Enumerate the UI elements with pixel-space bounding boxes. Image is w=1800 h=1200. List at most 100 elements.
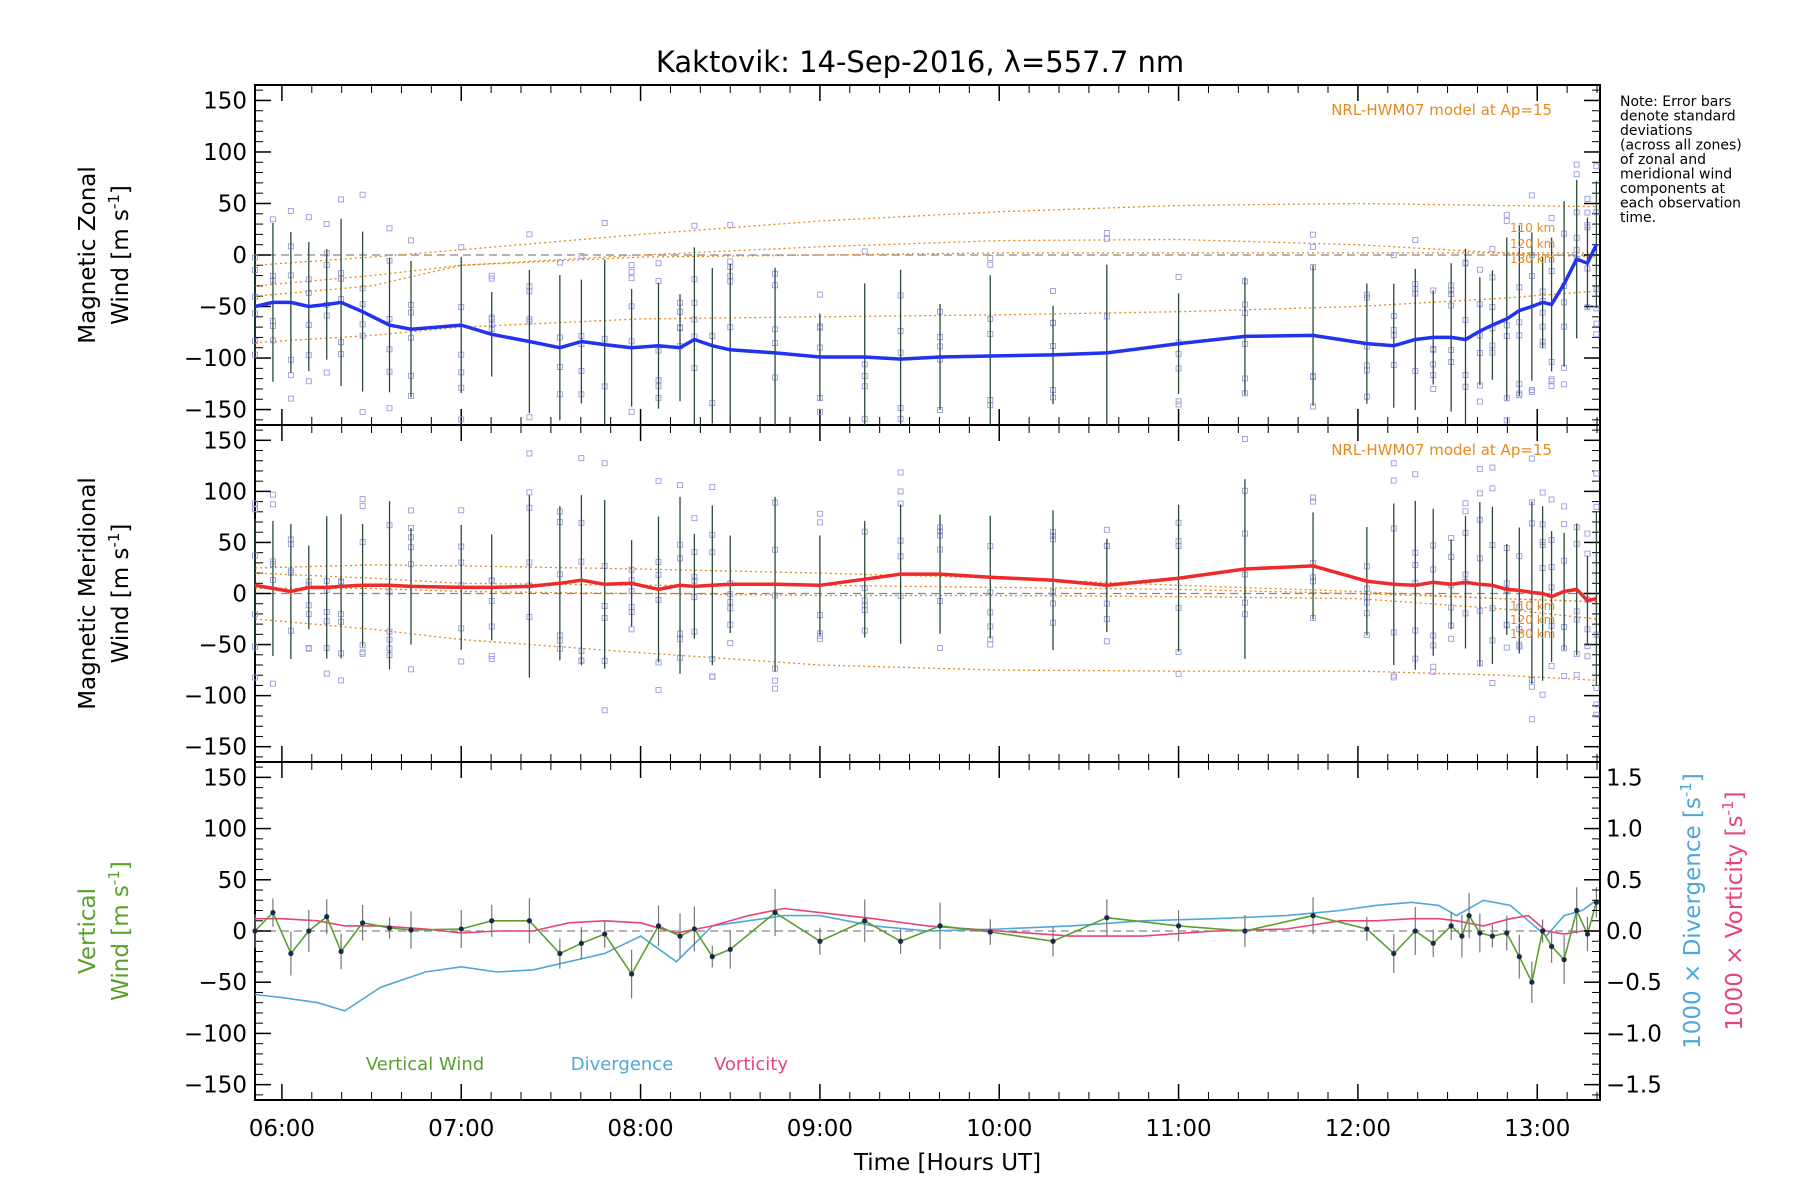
- right-tick-label: −1.5: [1606, 1073, 1662, 1099]
- zone-sample-marker: [305, 378, 312, 385]
- zone-sample-marker: [1573, 671, 1580, 678]
- y-tick-label: 150: [203, 428, 247, 454]
- vertical-wind-point: [1584, 931, 1591, 937]
- panels: 150 100 50 0 −50 −100 −150 150 100 50 0 −50 −100 −150…: [75, 84, 1748, 1176]
- vertical-wind-point: [578, 940, 584, 946]
- vertical-wind-point: [677, 933, 683, 939]
- zone-sample-marker: [1548, 376, 1555, 383]
- zone-sample-marker: [1310, 498, 1317, 505]
- vertical-wind-point: [306, 928, 312, 934]
- zone-sample-marker: [1548, 214, 1555, 221]
- vorticity-line: [255, 907, 1597, 937]
- vertical-wind-point: [602, 931, 608, 937]
- x-tick-label: 13:00: [1504, 1116, 1570, 1142]
- zone-sample-marker: [727, 221, 734, 228]
- y-tick-label: 150: [203, 765, 247, 791]
- zone-sample-marker: [1593, 320, 1600, 327]
- vertical-wind-point: [1430, 940, 1436, 946]
- vertical-wind-point: [1412, 928, 1418, 934]
- chart-title: Kaktovik: 14-Sep-2016, λ=557.7 nm: [656, 45, 1184, 79]
- zone-sample-marker: [1528, 389, 1535, 395]
- zone-sample-marker: [1430, 386, 1437, 392]
- altitude-label: 130 km: [1510, 627, 1555, 641]
- vertical-wind-point: [288, 950, 294, 957]
- x-tick-label: 06:00: [249, 1116, 315, 1142]
- zone-sample-marker: [1103, 638, 1110, 645]
- model-line: [255, 587, 1597, 620]
- zone-sample-marker: [655, 478, 662, 485]
- zone-sample-marker: [987, 261, 994, 268]
- zone-sample-marker: [1593, 503, 1600, 510]
- zone-sample-marker: [1489, 680, 1496, 686]
- zone-sample-marker: [772, 677, 779, 684]
- vertical-wind-point: [1050, 938, 1056, 944]
- zone-sample-marker: [628, 408, 635, 415]
- vertical-wind-point: [526, 918, 532, 924]
- zone-sample-marker: [526, 231, 533, 238]
- vertical-wind-point: [1477, 930, 1483, 936]
- zone-sample-marker: [1462, 508, 1469, 515]
- zone-sample-marker: [305, 214, 312, 221]
- zone-sample-marker: [458, 244, 465, 251]
- zone-sample-marker: [1573, 171, 1580, 178]
- zone-sample-marker: [1548, 663, 1555, 669]
- zone-sample-marker: [987, 255, 994, 261]
- zone-sample-marker: [1528, 683, 1535, 690]
- zone-sample-marker: [816, 291, 823, 298]
- zone-sample-marker: [727, 640, 734, 647]
- zone-sample-marker: [1548, 378, 1555, 385]
- note-line: each observation: [1620, 196, 1741, 212]
- vertical-wind-point: [408, 927, 414, 933]
- zone-sample-marker: [655, 260, 662, 267]
- vorticity-axis-label: 1000 × Vorticity [s-1]: [1719, 791, 1748, 1030]
- zone-sample-marker: [1561, 521, 1568, 528]
- zone-sample-marker: [1503, 211, 1510, 218]
- zone-sample-marker: [1412, 237, 1419, 244]
- zone-sample-marker: [408, 237, 414, 244]
- y-tick-label: −150: [184, 398, 247, 424]
- zone-sample-marker: [1476, 398, 1483, 405]
- y-tick-label: −50: [198, 970, 247, 996]
- y-tick-label: 100: [203, 479, 247, 505]
- right-tick-label: 1.0: [1606, 817, 1643, 843]
- vertical-wind-point: [1448, 923, 1454, 929]
- zone-sample-marker: [1175, 670, 1182, 677]
- y-axis-label-line1: Magnetic Zonal: [75, 166, 101, 344]
- vertical-wind-point: [862, 918, 868, 924]
- legend-entry: Vorticity: [714, 1054, 788, 1075]
- vertical-wind-point: [360, 920, 366, 926]
- zone-sample-marker: [1310, 494, 1317, 501]
- zone-sample-marker: [816, 635, 823, 642]
- zone-sample-marker: [359, 650, 366, 657]
- vertical-wind-point: [1242, 928, 1248, 934]
- zone-sample-marker: [1593, 163, 1600, 170]
- altitude-label: 120 km: [1510, 237, 1555, 251]
- altitude-label: 110 km: [1510, 221, 1555, 235]
- model-line: [254, 238, 1597, 287]
- zone-sample-marker: [1548, 496, 1555, 503]
- zone-sample-marker: [252, 506, 258, 513]
- right-tick-label: −1.0: [1606, 1021, 1662, 1047]
- zone-sample-marker: [1489, 245, 1496, 252]
- x-tick-label: 09:00: [787, 1116, 853, 1142]
- note-line: Note: Error bars: [1620, 94, 1731, 110]
- y-tick-label: 100: [203, 817, 247, 843]
- zone-sample-marker: [816, 510, 823, 517]
- y-tick-label: 100: [203, 140, 247, 166]
- zone-sample-marker: [323, 670, 330, 677]
- vertical-wind-point: [324, 914, 330, 920]
- zone-sample-marker: [628, 275, 635, 282]
- zone-sample-marker: [772, 685, 779, 692]
- model-line: [254, 290, 1597, 344]
- zone-sample-marker: [861, 248, 868, 255]
- x-axis-label: Time [Hours UT]: [853, 1150, 1041, 1176]
- vertical-wind-point: [1175, 923, 1182, 929]
- zone-sample-marker: [458, 416, 465, 423]
- vertical-wind-point: [987, 929, 993, 935]
- x-tick-label: 08:00: [607, 1116, 673, 1142]
- zone-sample-marker: [1528, 192, 1535, 199]
- zone-sample-marker: [1430, 663, 1437, 670]
- vertical-wind-point: [655, 923, 662, 929]
- y-tick-label: 0: [232, 582, 247, 608]
